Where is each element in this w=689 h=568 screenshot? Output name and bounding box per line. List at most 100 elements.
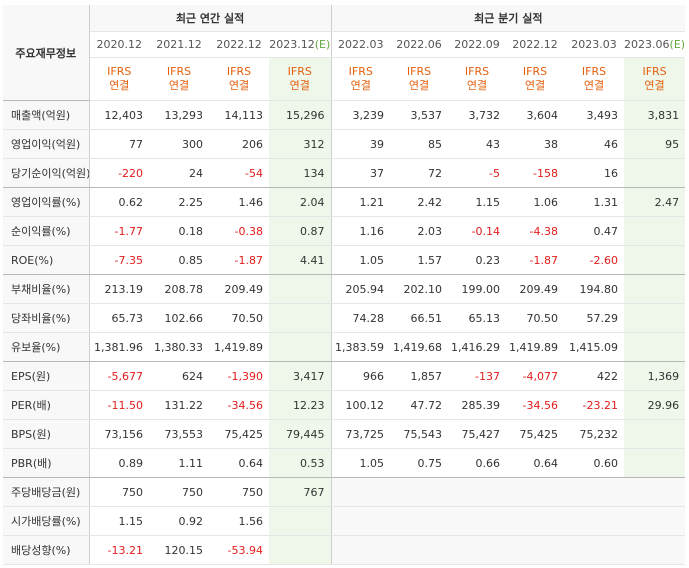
value-cell: 208.78: [149, 274, 209, 304]
period-header: 2022.12: [506, 31, 565, 58]
row-label: ROE(%): [3, 245, 90, 275]
ifrs-header: IFRS 연결: [269, 57, 332, 101]
value-cell: 12.23: [269, 390, 332, 420]
value-cell: [624, 216, 686, 246]
value-cell: [624, 448, 686, 478]
value-cell: 65.73: [89, 303, 149, 333]
value-cell: [506, 506, 565, 536]
value-cell: [331, 535, 391, 565]
value-cell: 1,381.96: [89, 332, 149, 362]
value-cell: 1.06: [506, 187, 565, 217]
value-cell: -1.77: [89, 216, 149, 246]
value-cell: 2.42: [390, 187, 449, 217]
value-cell: 3,417: [269, 361, 332, 391]
ifrs-header: IFRS 연결: [89, 57, 149, 101]
group-quarterly: 최근 분기 실적: [331, 5, 686, 32]
value-cell: [390, 506, 449, 536]
table-row: 배당성향(%) -13.21 120.15 -53.94: [3, 535, 686, 565]
value-cell: 16: [564, 158, 625, 188]
ifrs-header: IFRS 연결: [149, 57, 209, 101]
value-cell: -5: [448, 158, 507, 188]
value-cell: 1,415.09: [564, 332, 625, 362]
value-cell: 12,403: [89, 100, 149, 130]
value-cell: 75,427: [448, 419, 507, 449]
value-cell: 767: [269, 477, 332, 507]
value-cell: -158: [506, 158, 565, 188]
value-cell: 624: [149, 361, 209, 391]
ifrs-consolidated: 연결: [168, 79, 190, 92]
value-cell: 205.94: [331, 274, 391, 304]
value-cell: 3,239: [331, 100, 391, 130]
value-cell: 0.53: [269, 448, 332, 478]
value-cell: 285.39: [448, 390, 507, 420]
ifrs-consolidated: 연결: [524, 79, 546, 92]
financial-summary-table: 주요재무정보 최근 연간 실적 최근 분기 실적 2020.12 2021.12 2…: [3, 5, 686, 565]
value-cell: 1.11: [149, 448, 209, 478]
row-label: 시가배당률(%): [3, 506, 90, 536]
value-cell: -7.35: [89, 245, 149, 275]
row-label: EPS(원): [3, 361, 90, 391]
value-cell: 75,425: [209, 419, 269, 449]
value-cell: -34.56: [209, 390, 269, 420]
period-header-row: 2020.12 2021.12 2022.12 2023.12(E) 2022.03 20…: [3, 31, 686, 58]
period-label: 2021.12: [156, 38, 202, 51]
value-cell: 1.46: [209, 187, 269, 217]
value-cell: [269, 332, 332, 362]
value-cell: -0.38: [209, 216, 269, 246]
value-cell: 73,553: [149, 419, 209, 449]
estimate-mark: (E): [314, 38, 331, 51]
ifrs-header: IFRS 연결: [506, 57, 565, 101]
value-cell: -4,077: [506, 361, 565, 391]
ifrs-consolidated: 연결: [350, 79, 371, 92]
value-cell: 102.66: [149, 303, 209, 333]
value-cell: -13.21: [89, 535, 149, 565]
ifrs-consolidated: 연결: [289, 79, 310, 92]
value-cell: -5,677: [89, 361, 149, 391]
period-label: 2023.03: [571, 38, 617, 51]
value-cell: 0.18: [149, 216, 209, 246]
row-label: 배당성향(%): [3, 535, 90, 565]
value-cell: 43: [448, 129, 507, 159]
value-cell: 85: [390, 129, 449, 159]
ifrs-standard: IFRS: [107, 65, 132, 78]
value-cell: 46: [564, 129, 625, 159]
value-cell: 0.66: [448, 448, 507, 478]
value-cell: 95: [624, 129, 686, 159]
value-cell: 213.19: [89, 274, 149, 304]
row-label: PER(배): [3, 390, 90, 420]
row-label: 주당배당금(원): [3, 477, 90, 507]
value-cell: 199.00: [448, 274, 507, 304]
value-cell: 0.62: [89, 187, 149, 217]
value-cell: 73,725: [331, 419, 391, 449]
table-row: 매출액(억원) 12,403 13,293 14,113 15,296 3,239 3,53…: [3, 100, 686, 130]
ifrs-consolidated: 연결: [644, 79, 665, 92]
ifrs-standard: IFRS: [522, 65, 548, 78]
value-cell: 1.15: [448, 187, 507, 217]
value-cell: 1,383.59: [331, 332, 391, 362]
value-cell: 0.75: [390, 448, 449, 478]
ifrs-standard: IFRS: [581, 65, 607, 78]
value-cell: 77: [89, 129, 149, 159]
row-label: 매출액(억원): [3, 100, 90, 130]
value-cell: 3,604: [506, 100, 565, 130]
value-cell: 134: [269, 158, 332, 188]
value-cell: 3,831: [624, 100, 686, 130]
value-cell: -53.94: [209, 535, 269, 565]
value-cell: -4.38: [506, 216, 565, 246]
value-cell: 0.92: [149, 506, 209, 536]
period-header: 2022.06: [390, 31, 449, 58]
group-annual: 최근 연간 실적: [89, 5, 332, 32]
value-cell: 14,113: [209, 100, 269, 130]
period-header: 2023.06(E): [624, 31, 686, 58]
ifrs-standard: IFRS: [226, 65, 252, 78]
value-cell: [564, 506, 625, 536]
value-cell: [331, 477, 391, 507]
value-cell: 2.03: [390, 216, 449, 246]
value-cell: 1,369: [624, 361, 686, 391]
value-cell: 209.49: [209, 274, 269, 304]
period-label: 2022.06: [396, 38, 442, 51]
ifrs-consolidated: 연결: [466, 79, 488, 92]
value-cell: 1,419.89: [209, 332, 269, 362]
value-cell: 79,445: [269, 419, 332, 449]
row-label: PBR(배): [3, 448, 90, 478]
